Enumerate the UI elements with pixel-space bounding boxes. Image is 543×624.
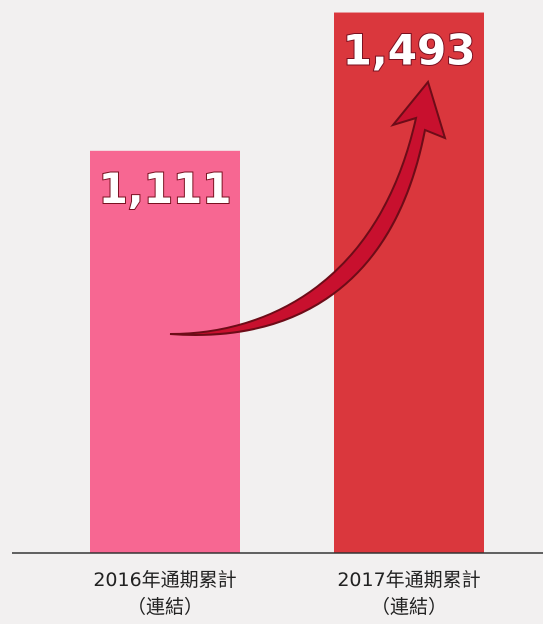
bar	[90, 150, 240, 553]
value-label: 1,111	[99, 164, 232, 213]
value-label: 1,493	[343, 26, 476, 75]
bar	[334, 12, 484, 554]
x-tick-label: 2016年通期累計 （連結）	[93, 569, 237, 618]
growth-arrow	[169, 79, 447, 336]
value-labels: 1,111 1,493	[98, 25, 477, 214]
bars	[90, 12, 484, 554]
x-tick-label: 2017年通期累計 （連結）	[337, 569, 481, 618]
